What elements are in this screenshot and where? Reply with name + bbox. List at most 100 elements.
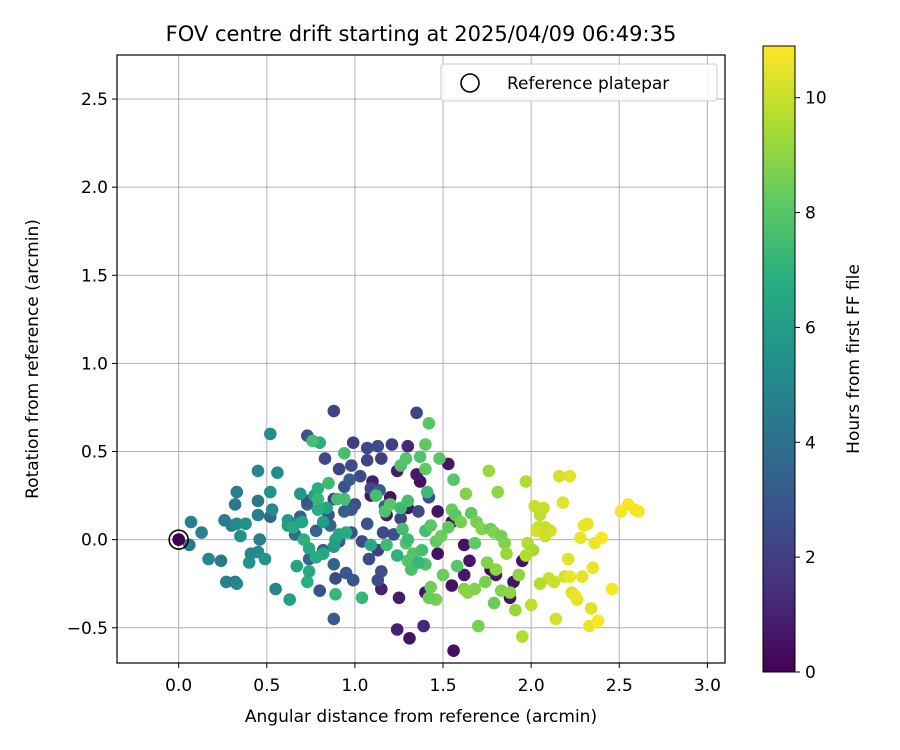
data-point [468, 536, 482, 550]
data-point [362, 552, 376, 566]
data-point [338, 492, 351, 506]
data-point [410, 406, 423, 420]
data-point [360, 454, 374, 467]
data-point [338, 447, 351, 460]
data-point [230, 485, 244, 499]
data-point [500, 547, 513, 560]
data-point [369, 489, 383, 502]
y-tick-label-6: 2.5 [81, 90, 108, 110]
data-point [519, 475, 533, 488]
plot-frame [116, 54, 726, 664]
data-point [568, 589, 582, 603]
y-tick-label-4: 1.5 [81, 266, 108, 286]
data-point [576, 570, 589, 583]
data-point [251, 508, 265, 522]
data-point [479, 575, 492, 589]
data-point [584, 602, 598, 615]
legend-entry-reference-platepar: Reference platepar [507, 74, 669, 94]
data-point [322, 476, 335, 490]
data-point [183, 538, 196, 552]
data-point [401, 439, 415, 453]
data-point [353, 469, 367, 483]
reference-point-fill [172, 533, 185, 546]
data-point [401, 533, 415, 546]
y-tick-label-2: 0.5 [81, 443, 108, 463]
data-point [435, 529, 448, 543]
data-point [498, 536, 512, 550]
data-point [509, 603, 522, 617]
data-point [533, 577, 547, 590]
data-point [595, 531, 608, 545]
data-point [390, 549, 404, 562]
data-point [253, 533, 266, 546]
data-point [195, 526, 208, 539]
data-point [306, 434, 319, 448]
reference-marker [168, 529, 189, 550]
data-point [234, 529, 247, 543]
y-tick-label-5: 2.0 [81, 178, 108, 198]
data-point [355, 591, 369, 605]
data-point [346, 436, 360, 450]
data-point [371, 439, 385, 453]
data-point [364, 538, 378, 552]
data-point [228, 498, 242, 511]
y-tick-label-3: 1.0 [81, 354, 108, 374]
data-point [309, 551, 323, 564]
data-point [412, 505, 425, 518]
data-points [172, 404, 645, 657]
data-point [202, 552, 215, 566]
colorbar-title: Hours from first FF file [844, 264, 864, 454]
y-tick-label-1: 0.0 [81, 531, 108, 551]
data-point [392, 591, 406, 605]
data-point [360, 517, 374, 531]
data-point [218, 514, 231, 527]
data-point [345, 459, 358, 472]
data-point [586, 561, 600, 575]
data-point [537, 501, 550, 515]
colorbar-tick-label-3: 6 [805, 318, 816, 338]
colorbar-tick-label-2: 4 [805, 433, 816, 453]
data-point [399, 452, 413, 465]
x-tick-label-6: 3.0 [694, 676, 721, 696]
data-point [343, 473, 356, 487]
data-point [445, 579, 459, 592]
data-point [394, 512, 408, 525]
data-point [220, 575, 233, 589]
data-point [424, 519, 438, 532]
data-point [403, 632, 416, 645]
data-point [524, 598, 538, 612]
data-point [433, 452, 446, 465]
data-point [549, 612, 563, 626]
colorbar-gradient [762, 45, 796, 673]
data-point [294, 487, 307, 501]
data-point [271, 466, 284, 480]
data-point [491, 485, 505, 499]
x-tick-label-2: 1.0 [341, 676, 368, 696]
data-point [329, 588, 342, 601]
data-point [311, 503, 325, 516]
legend: Reference platepar [440, 63, 718, 102]
data-point [390, 623, 404, 636]
data-point [332, 462, 346, 476]
data-point [401, 494, 415, 508]
data-point [419, 462, 432, 476]
data-point [311, 492, 325, 506]
data-point [431, 547, 445, 560]
colorbar-tick-label-1: 2 [805, 548, 816, 568]
data-point [632, 505, 645, 518]
colorbar: 0 2 4 6 8 10 Hours from first FF file [762, 45, 864, 683]
y-tick-label-0: −0.5 [67, 619, 108, 639]
data-point [385, 438, 399, 451]
data-point [581, 517, 594, 531]
data-point [230, 517, 244, 531]
data-point [450, 559, 464, 573]
data-point [431, 505, 445, 518]
data-point [265, 503, 279, 516]
data-point [415, 543, 429, 557]
x-tick-label-1: 0.5 [253, 676, 280, 696]
data-point [561, 552, 575, 566]
chart-title: FOV centre drift starting at 2025/04/09 … [166, 22, 677, 46]
colorbar-tick-label-4: 8 [805, 204, 816, 224]
data-point [258, 552, 272, 566]
